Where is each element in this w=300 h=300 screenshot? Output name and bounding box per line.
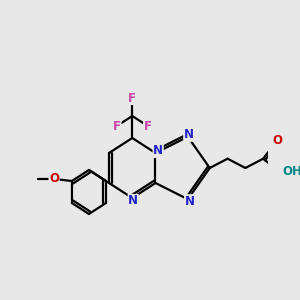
Text: O: O [272,134,283,147]
Text: F: F [128,92,136,104]
Text: F: F [144,119,152,133]
Text: N: N [128,194,138,208]
Text: OH: OH [282,165,300,178]
Text: F: F [113,119,121,133]
Text: N: N [153,145,163,158]
Text: N: N [184,128,194,141]
Text: O: O [49,172,59,185]
Text: N: N [184,195,195,208]
